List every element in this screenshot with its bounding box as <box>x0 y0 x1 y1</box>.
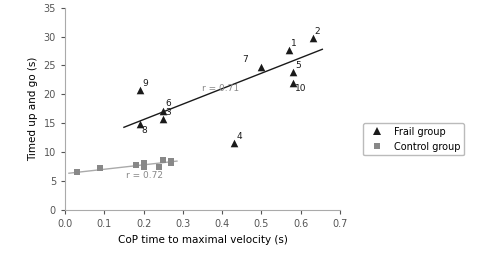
Text: 10: 10 <box>295 84 306 93</box>
Legend: Frail group, Control group: Frail group, Control group <box>363 123 464 155</box>
Point <box>136 88 143 92</box>
Point <box>308 36 316 40</box>
Point <box>96 166 104 170</box>
Text: 5: 5 <box>295 61 301 70</box>
Text: 2: 2 <box>315 27 320 36</box>
Point <box>230 141 238 145</box>
Point <box>156 165 164 169</box>
Point <box>140 165 147 169</box>
Point <box>167 161 175 165</box>
Text: 1: 1 <box>292 39 297 48</box>
Text: 8: 8 <box>142 126 148 135</box>
Point <box>159 117 167 121</box>
Text: r = 0.71: r = 0.71 <box>202 84 239 93</box>
Point <box>159 109 167 113</box>
Text: 9: 9 <box>142 79 148 88</box>
X-axis label: CoP time to maximal velocity (s): CoP time to maximal velocity (s) <box>118 234 288 244</box>
Point <box>258 65 266 69</box>
Point <box>73 170 81 174</box>
Point <box>96 166 104 170</box>
Point <box>140 161 147 165</box>
Point <box>289 70 297 74</box>
Text: 3: 3 <box>166 109 172 118</box>
Text: 4: 4 <box>236 132 242 141</box>
Point <box>167 159 175 163</box>
Point <box>132 163 140 167</box>
Y-axis label: Timed up and go (s): Timed up and go (s) <box>28 57 38 161</box>
Point <box>159 158 167 162</box>
Point <box>136 122 143 126</box>
Text: 7: 7 <box>242 55 248 64</box>
Point <box>289 81 297 85</box>
Text: 6: 6 <box>166 99 172 108</box>
Text: r = 0.72: r = 0.72 <box>126 171 163 180</box>
Point <box>285 48 293 52</box>
